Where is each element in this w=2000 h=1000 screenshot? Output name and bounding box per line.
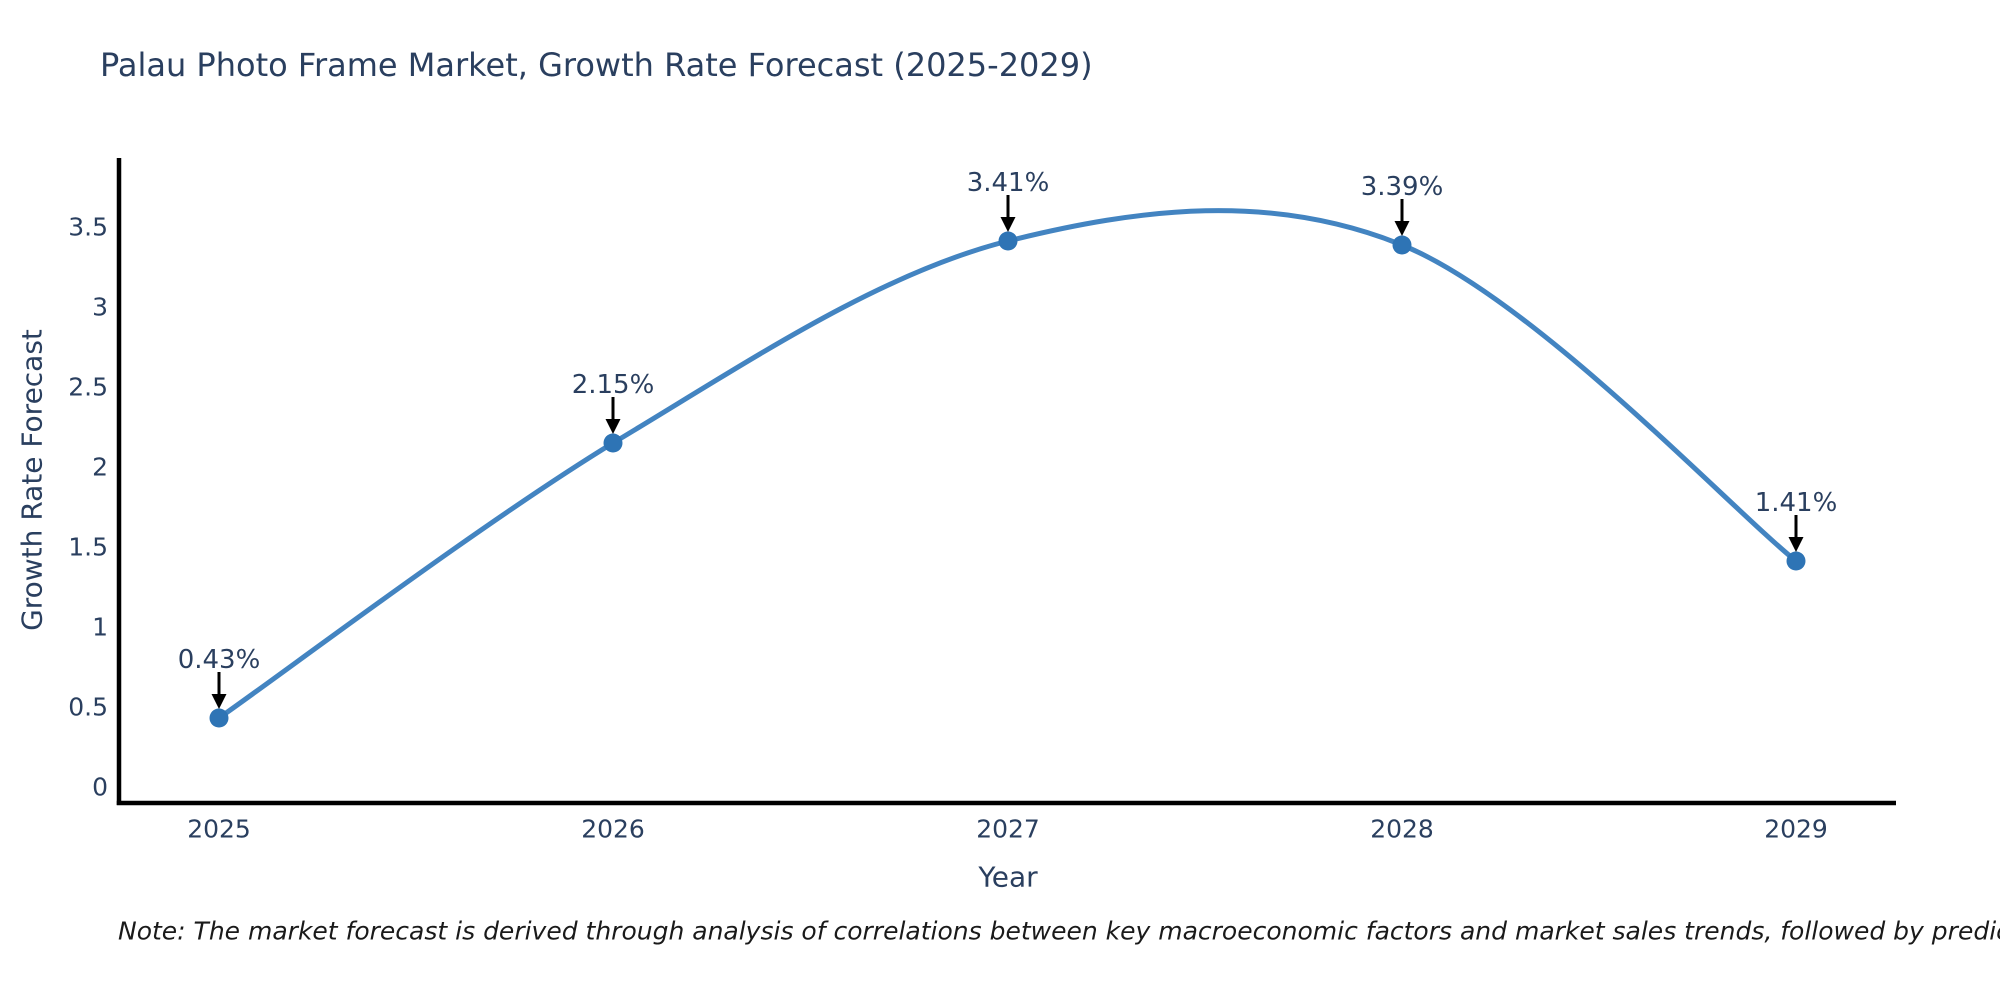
- x-tick-label: 2025: [187, 814, 251, 844]
- data-point-marker-2026: [603, 433, 623, 453]
- y-tick-label: 3: [92, 292, 108, 322]
- x-tick-label: 2028: [1370, 814, 1434, 844]
- data-label-2028: 3.39%: [1360, 172, 1444, 202]
- annotation-arrow-2027: [1000, 195, 1016, 232]
- y-tick-label: 2: [92, 452, 108, 482]
- data-label-2027: 3.41%: [966, 168, 1050, 198]
- y-tick-label: 0.5: [68, 692, 108, 722]
- data-point-marker-2028: [1392, 235, 1412, 255]
- y-tick-label: 3.5: [68, 212, 108, 242]
- y-axis-title: Growth Rate Forecast: [15, 329, 49, 631]
- annotation-arrow-2029: [1788, 515, 1804, 552]
- x-tick-label: 2029: [1764, 814, 1828, 844]
- data-point-marker-2029: [1786, 551, 1806, 571]
- annotation-arrow-2025: [211, 672, 227, 709]
- y-tick-label: 2.5: [68, 372, 108, 402]
- annotation-arrow-2028: [1394, 199, 1410, 236]
- data-label-2026: 2.15%: [571, 370, 655, 400]
- data-label-2029: 1.41%: [1754, 488, 1838, 518]
- x-tick-label: 2027: [976, 814, 1040, 844]
- annotation-arrow-2026: [605, 397, 621, 434]
- x-axis-title: Year: [978, 860, 1038, 894]
- data-point-marker-2027: [998, 231, 1018, 251]
- chart-title: Palau Photo Frame Market, Growth Rate Fo…: [100, 46, 1093, 84]
- growth-rate-curve: [216, 208, 1799, 721]
- data-point-marker-2025: [209, 708, 229, 728]
- footnote: Note: The market forecast is derived thr…: [118, 916, 2000, 946]
- data-label-2025: 0.43%: [177, 645, 261, 675]
- y-tick-label: 1: [92, 612, 108, 642]
- x-tick-label: 2026: [581, 814, 645, 844]
- y-tick-label: 0: [92, 772, 108, 802]
- y-tick-label: 1.5: [68, 532, 108, 562]
